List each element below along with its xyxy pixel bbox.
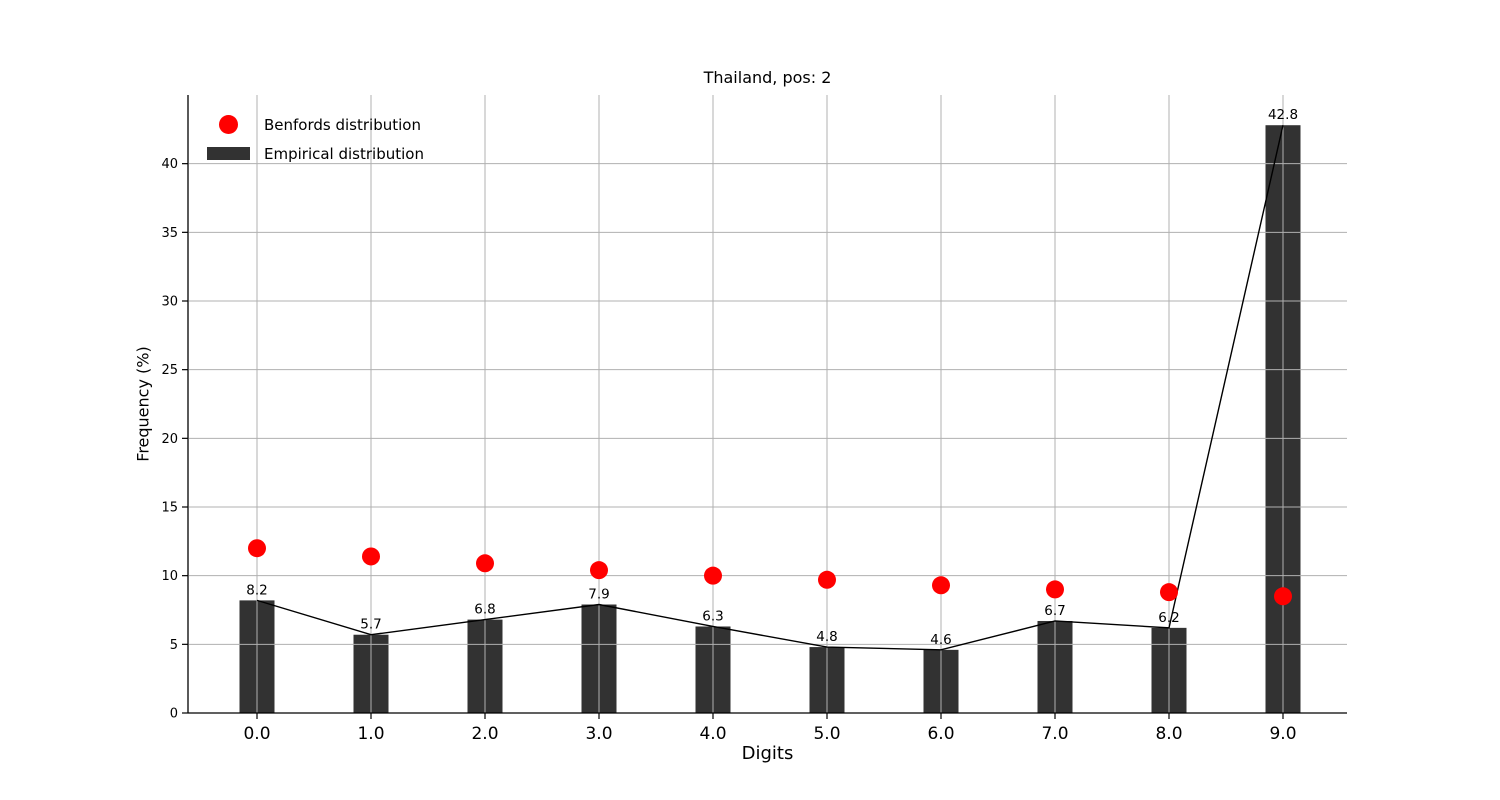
- bar-value-label: 6.8: [474, 602, 495, 618]
- x-tick-label: 3.0: [585, 724, 612, 744]
- bar-value-label: 8.2: [246, 582, 267, 598]
- benford-point: [818, 570, 836, 589]
- benford-point: [704, 566, 722, 585]
- bar-value-label: 4.8: [816, 629, 837, 645]
- benford-point: [362, 547, 380, 566]
- y-tick-label: 15: [161, 501, 178, 516]
- benford-marker-icon: [218, 115, 238, 134]
- legend: Benfords distribution Empirical distribu…: [205, 110, 424, 168]
- benford-point: [1160, 583, 1178, 602]
- bar-value-label: 4.6: [930, 632, 951, 648]
- benford-point: [248, 539, 266, 558]
- y-tick-label: 35: [161, 226, 178, 241]
- benford-point: [932, 576, 950, 595]
- y-tick-label: 0: [170, 707, 178, 722]
- x-tick-label: 7.0: [1041, 724, 1068, 744]
- benford-point: [476, 554, 494, 573]
- x-tick-label: 1.0: [357, 724, 384, 744]
- bar-value-label: 6.7: [1044, 603, 1065, 619]
- x-axis-label: Digits: [741, 743, 794, 764]
- y-tick-label: 25: [161, 363, 178, 378]
- empirical-line: [256, 125, 1284, 651]
- x-tick-label: 8.0: [1155, 724, 1182, 744]
- y-axis-label: Frequency (%): [133, 346, 153, 462]
- y-tick-label: 40: [161, 157, 178, 172]
- y-tick-label: 5: [170, 638, 178, 653]
- y-tick-label: 30: [161, 295, 178, 310]
- benford-point: [590, 561, 608, 580]
- legend-label-benford: Benfords distribution: [264, 115, 421, 134]
- x-tick-label: 0.0: [243, 724, 270, 744]
- bar-value-label: 5.7: [360, 617, 381, 633]
- legend-label-empirical: Empirical distribution: [264, 144, 424, 163]
- benford-point: [1046, 580, 1064, 599]
- legend-entry-empirical: Empirical distribution: [205, 139, 424, 168]
- x-tick-label: 6.0: [927, 724, 954, 744]
- legend-entry-benford: Benfords distribution: [205, 110, 424, 139]
- x-tick-label: 2.0: [471, 724, 498, 744]
- bar-value-label: 6.2: [1158, 610, 1179, 626]
- x-tick-label: 5.0: [813, 724, 840, 744]
- chart-title: Thailand, pos: 2: [703, 68, 832, 87]
- x-tick-label: 9.0: [1269, 724, 1296, 744]
- bar-value-label: 7.9: [588, 587, 609, 603]
- bar-value-label: 42.8: [1268, 107, 1298, 123]
- empirical-marker-icon: [206, 147, 250, 160]
- x-tick-label: 4.0: [699, 724, 726, 744]
- bar-value-label: 6.3: [702, 608, 723, 624]
- y-tick-label: 10: [161, 569, 178, 584]
- benford-point: [1274, 587, 1292, 606]
- y-tick-label: 20: [161, 432, 178, 447]
